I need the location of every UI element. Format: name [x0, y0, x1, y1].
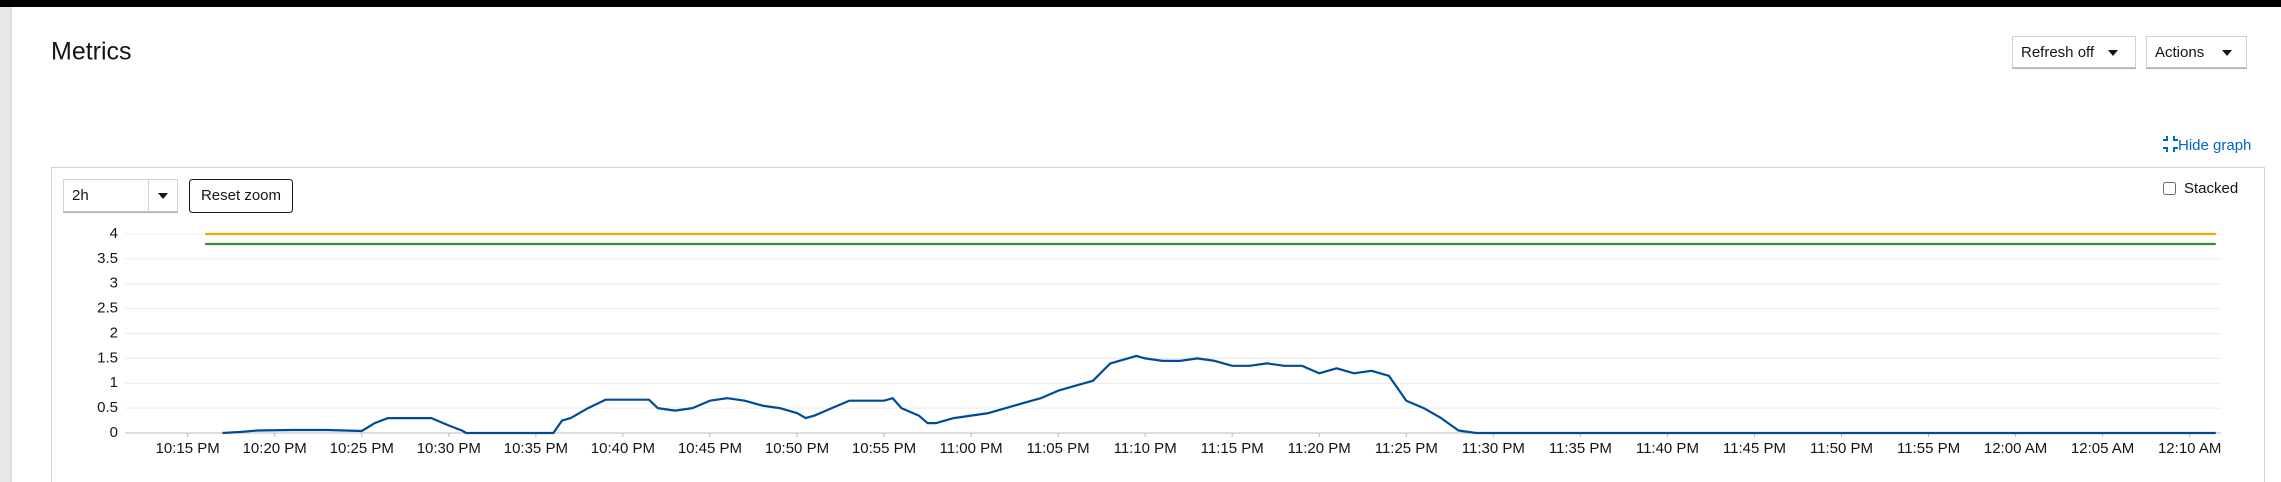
hide-graph-text[interactable]: Hide graph [2178, 137, 2251, 154]
x-tick-label: 11:15 PM [1201, 440, 1264, 457]
actions-dropdown[interactable]: Actions [2146, 36, 2247, 69]
x-tick-label: 11:50 PM [1810, 440, 1873, 457]
reset-zoom-box[interactable] [189, 179, 293, 213]
left-edge [0, 7, 11, 482]
x-tick-label: 10:40 PM [591, 440, 655, 457]
y-tick-label: 3 [110, 275, 118, 292]
range-label: 2h [72, 187, 89, 204]
plot: 0 0.5 1 1.5 2 2.5 3 3.5 4 10:15 PM 10:20 PM 10:25 P… [97, 225, 2221, 457]
actions-label: Actions [2155, 44, 2204, 61]
reset-zoom-label: Reset zoom [201, 187, 281, 204]
stacked-label: Stacked [2184, 180, 2238, 197]
y-tick-label: 2.5 [97, 300, 118, 317]
refresh-dropdown[interactable]: Refresh off [2012, 36, 2136, 69]
x-tick-label: 10:45 PM [678, 440, 742, 457]
x-tick-label: 10:35 PM [504, 440, 568, 457]
x-tick-label: 11:35 PM [1549, 440, 1612, 457]
x-tick-label: 11:45 PM [1723, 440, 1786, 457]
y-tick-label: 3.5 [97, 250, 118, 267]
x-tick-label: 12:00 AM [1984, 440, 2047, 457]
x-tick-label: 11:20 PM [1288, 440, 1351, 457]
x-tick-label: 10:50 PM [765, 440, 829, 457]
y-tick-label: 0 [110, 424, 118, 441]
caret [158, 193, 168, 199]
x-tick-label: 11:55 PM [1897, 440, 1960, 457]
x-tick-label: 10:30 PM [417, 440, 481, 457]
x-tick-label: 12:10 AM [2158, 440, 2221, 457]
x-tick-label: 11:30 PM [1462, 440, 1525, 457]
page-title: Metrics [51, 38, 132, 66]
range-box[interactable] [63, 179, 178, 213]
reset-zoom-button[interactable]: Reset zoom [189, 179, 293, 213]
top-bar [0, 0, 2281, 7]
caret [2222, 50, 2232, 56]
series-line [222, 354, 2216, 435]
caret [2108, 50, 2118, 56]
y-tick-label: 0.5 [97, 399, 118, 416]
x-tick-label: 10:15 PM [156, 440, 220, 457]
x-tick-label: 11:40 PM [1636, 440, 1699, 457]
graph-panel [51, 167, 2265, 482]
x-tick-label: 11:05 PM [1027, 440, 1090, 457]
y-tick-label: 4 [110, 225, 118, 242]
range-dropdown[interactable]: 2h [63, 179, 178, 213]
refresh-label: Refresh off [2021, 44, 2095, 61]
y-tick-label: 1.5 [97, 349, 118, 366]
x-tick-label: 11:25 PM [1375, 440, 1438, 457]
checkbox[interactable] [2163, 182, 2176, 195]
x-tick-label: 10:55 PM [852, 440, 916, 457]
hide-graph-icon [2163, 136, 2178, 152]
x-tick-label: 10:20 PM [243, 440, 307, 457]
x-tick-label: 11:00 PM [940, 440, 1003, 457]
stacked-checkbox[interactable]: Stacked [2163, 180, 2239, 197]
y-tick-label: 2 [110, 324, 118, 341]
x-tick-label: 12:05 AM [2071, 440, 2134, 457]
y-tick-label: 1 [110, 374, 118, 391]
x-tick-label: 10:25 PM [330, 440, 394, 457]
x-tick-label: 11:10 PM [1114, 440, 1177, 457]
hide-graph-link[interactable]: Hide graph [2163, 136, 2251, 154]
